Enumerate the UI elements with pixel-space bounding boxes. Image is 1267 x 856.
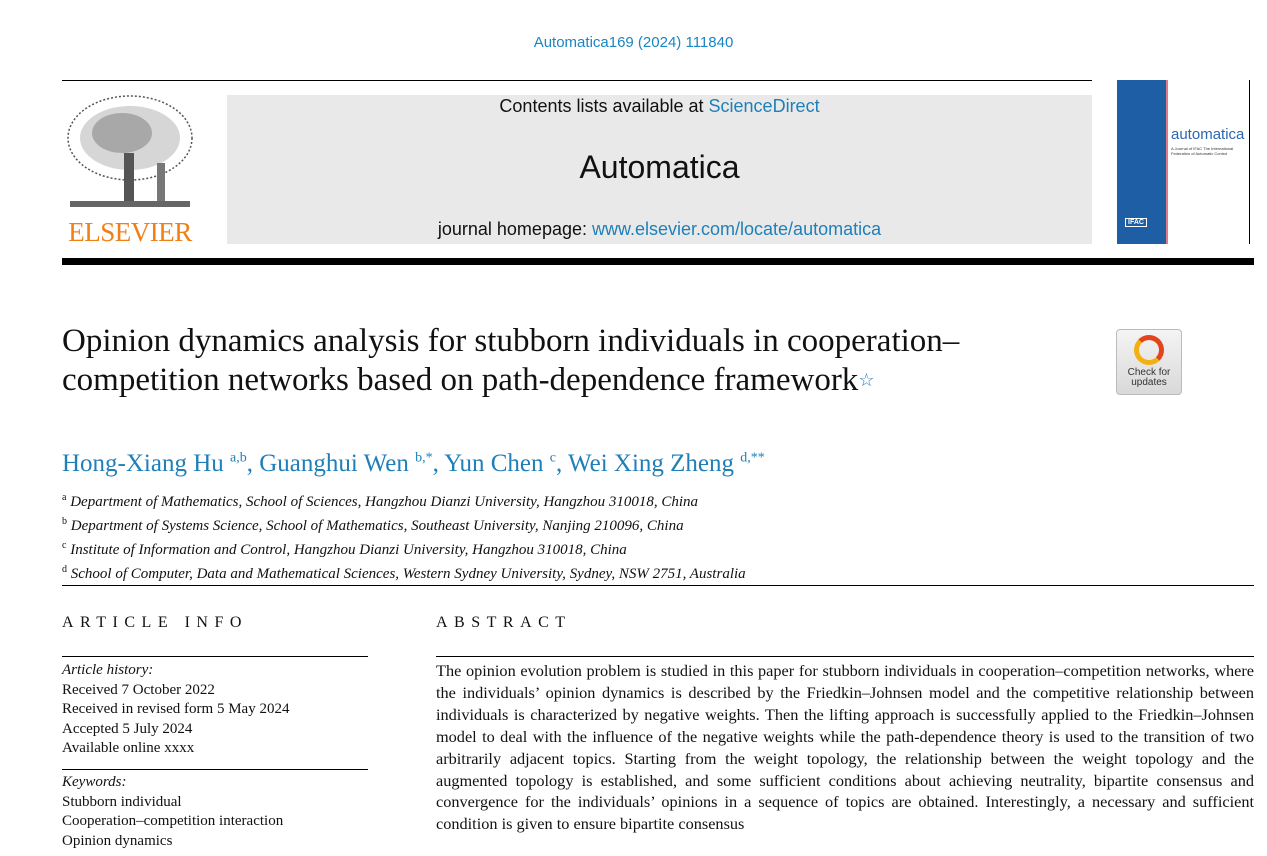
cover-title: automatica — [1171, 126, 1245, 143]
article-info-heading: ARTICLE INFO — [62, 614, 248, 631]
journal-header: Contents lists available at ScienceDirec… — [227, 95, 1092, 244]
keyword: Cooperation–competition interaction — [62, 813, 284, 830]
author-list: Hong-Xiang Hu a,b, Guanghui Wen b,*, Yun… — [62, 450, 765, 477]
affiliation: b Department of Systems Science, School … — [62, 516, 684, 534]
affiliation: c Institute of Information and Control, … — [62, 540, 627, 558]
sciencedirect-link[interactable]: ScienceDirect — [708, 96, 820, 116]
divider — [62, 80, 1092, 81]
journal-name: Automatica — [579, 149, 740, 185]
ifac-logo: IFAC — [1125, 218, 1147, 227]
keyword: Opinion dynamics — [62, 832, 173, 849]
journal-cover[interactable]: automatica A Journal of IFAC The Interna… — [1117, 80, 1250, 244]
divider — [62, 656, 368, 657]
affiliation: d School of Computer, Data and Mathemati… — [62, 564, 746, 582]
homepage-label: journal homepage: — [437, 219, 592, 239]
divider — [62, 585, 1254, 586]
check-updates-icon — [1134, 335, 1164, 365]
affiliation: a Department of Mathematics, School of S… — [62, 492, 699, 510]
divider — [62, 769, 368, 770]
title-footnote-star-icon[interactable]: ☆ — [858, 370, 875, 390]
author[interactable]: Guanghui Wen b,* — [259, 450, 433, 477]
affiliations: a Department of Mathematics, School of S… — [62, 488, 746, 584]
homepage-link[interactable]: www.elsevier.com/locate/automatica — [591, 219, 882, 239]
cover-subtitle: A Journal of IFAC The International Fede… — [1171, 146, 1234, 156]
elsevier-logo: ELSEVIER — [62, 93, 198, 248]
check-for-updates-button[interactable]: Check for updates — [1116, 329, 1182, 395]
journal-reference[interactable]: Automatica169 (2024) 111840 — [533, 34, 734, 51]
divider — [62, 258, 1254, 265]
article-title: Opinion dynamics analysis for stubborn i… — [62, 323, 960, 398]
author[interactable]: Wei Xing Zheng d,** — [568, 450, 765, 477]
abstract-text: The opinion evolution problem is studied… — [436, 661, 1254, 834]
author[interactable]: Hong-Xiang Hu a,b — [62, 450, 247, 477]
publisher-logo-text: ELSEVIER — [68, 217, 192, 247]
divider — [436, 656, 1254, 657]
contents-label: Contents lists available at — [499, 96, 709, 116]
author[interactable]: Yun Chen c — [444, 450, 556, 477]
keyword: Stubborn individual — [62, 793, 182, 810]
abstract-heading: ABSTRACT — [436, 614, 572, 631]
tree-icon — [67, 95, 193, 207]
article-history: Article history: Received 7 October 2022… — [62, 662, 290, 757]
keywords: Keywords: Stubborn individual Cooperatio… — [62, 773, 283, 851]
